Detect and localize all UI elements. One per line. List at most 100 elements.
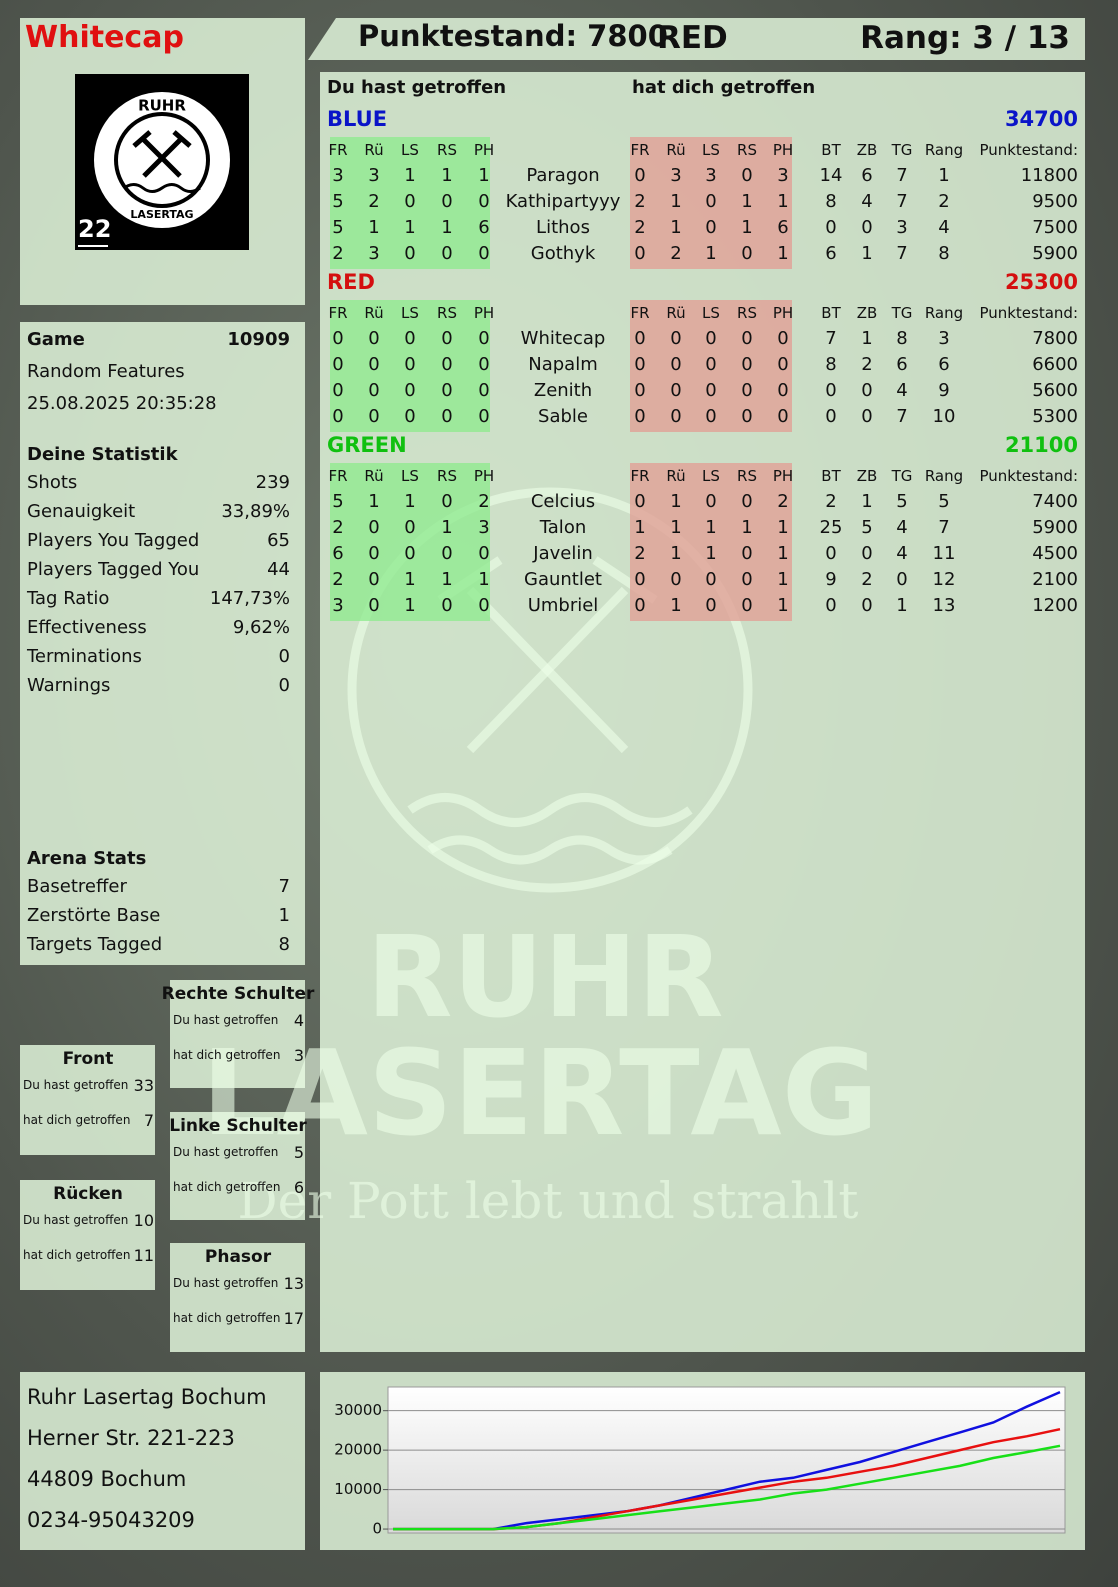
player-name: Sable [538,406,588,428]
cell: 0 [705,595,717,617]
team-score: 34700 [1004,107,1078,132]
cell: 1 [777,243,789,265]
header-score: Punktestand: 7800 [358,18,668,53]
y-tick-label: 20000 [334,1441,382,1459]
cell: 0 [368,380,380,402]
cell: 0 [741,569,753,591]
cell: 3 [368,243,380,265]
cell: 1 [938,165,950,187]
cell: 3 [368,165,380,187]
cell: 2 [368,191,380,213]
zone-value: 5 [293,1143,304,1163]
column-header: LS [702,304,720,322]
cell: 2 [777,491,789,513]
cell: 2 [861,354,873,376]
column-header: ZB [856,304,878,322]
cell: 2 [332,243,344,265]
cell: 6 [478,217,490,239]
cell: 0 [741,354,753,376]
player-name: Javelin [533,543,593,565]
cell: 1 [670,491,682,513]
player-name: Talon [539,517,587,539]
logo-text: LASERTAG [130,208,193,221]
player-name: Whitecap [25,20,184,55]
zone-box [170,1112,305,1220]
zone-label: hat dich getroffen [23,1247,131,1262]
stat-value: 0 [278,646,290,668]
game-datetime: 25.08.2025 20:35:28 [27,393,217,415]
cell: 2 [825,491,837,513]
player-name: Kathipartyyy [505,191,621,213]
player-name: Lithos [536,217,590,239]
cell: 0 [368,406,380,428]
cell: 6 [861,165,873,187]
cell: 1 [861,491,873,513]
cell: 1 [777,517,789,539]
column-header: Rü [364,467,384,485]
column-header: FR [328,141,348,159]
header-team: RED [657,20,728,57]
stat-value: 44 [267,559,290,581]
cell: 3 [777,165,789,187]
cell: 7 [938,517,950,539]
cell: 0 [478,380,490,402]
cell: 7 [896,406,908,428]
column-header: Punktestand: [979,141,1078,159]
cell: 0 [634,165,646,187]
column-header: FR [630,467,650,485]
cell: 11 [932,543,956,565]
zone-value: 6 [293,1178,304,1198]
stat-value: 8 [278,934,290,956]
cell: 0 [741,491,753,513]
cell: 12 [932,569,956,591]
zone-label: hat dich getroffen [23,1112,131,1127]
zone-label: Du hast getroffen [23,1212,129,1227]
column-header: Rang [924,141,964,159]
stat-label: Warnings [27,675,111,697]
column-header: LS [401,141,419,159]
zone-value: 11 [133,1246,154,1266]
cell: 2 [634,191,646,213]
player-name: Paragon [526,165,600,187]
cell: 6 [896,354,908,376]
cell: 0 [478,543,490,565]
address-line: 0234-95043209 [27,1508,195,1533]
cell: 1 [368,217,380,239]
cell: 1 [478,165,490,187]
zone-box [170,1243,305,1352]
stat-label: Terminations [27,646,142,668]
cell: 2 [332,569,344,591]
got-cell-bg [630,300,792,432]
stat-label: Targets Tagged [27,934,163,956]
cell: 1 [670,517,682,539]
cell: 0 [441,543,453,565]
cell: 1 [670,543,682,565]
column-header: RS [437,467,457,485]
cell: 3 [705,165,717,187]
logo-number: 22 [78,215,111,243]
cell: 1 [777,595,789,617]
cell: 2 [634,217,646,239]
stat-label: Shots [27,472,78,494]
zone-value: 13 [283,1274,304,1294]
table-heading: hat dich getroffen [632,77,816,99]
zone-label: hat dich getroffen [173,1179,281,1194]
column-header: TG [891,304,913,322]
cell: 1 [777,569,789,591]
cell: 1 [741,191,753,213]
cell: 0 [441,491,453,513]
cell: 0 [332,354,344,376]
address-line: Herner Str. 221-223 [27,1426,235,1451]
cell: 0 [634,380,646,402]
team-name: GREEN [327,433,407,458]
zone-title: Linke Schulter [169,1115,307,1136]
cell: 1 [404,595,416,617]
got-cell-bg [630,463,792,621]
cell: 0 [777,354,789,376]
cell: 0 [368,569,380,591]
player-name: Whitecap [520,328,606,350]
cell: 1 [670,595,682,617]
team-score: 25300 [1004,270,1078,295]
column-header: LS [401,304,419,322]
